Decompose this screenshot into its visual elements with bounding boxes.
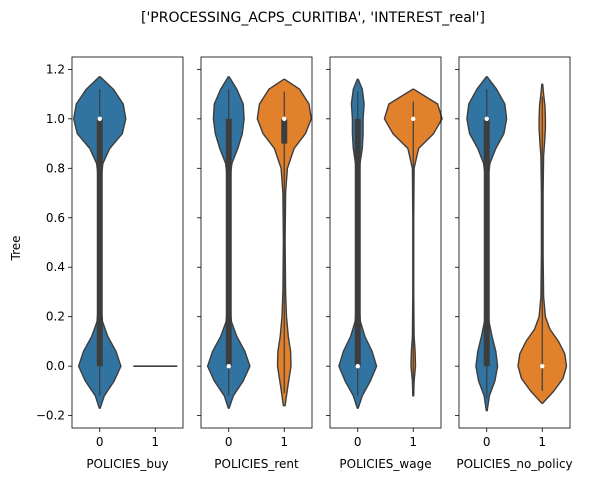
violin-median	[485, 117, 489, 121]
x-tick-label: 0	[225, 435, 233, 449]
y-tick-label: 0.8	[46, 161, 65, 175]
x-axis-label: POLICIES_buy	[86, 457, 168, 471]
violin-median	[356, 364, 360, 368]
violin-0	[208, 77, 250, 408]
violin-median	[540, 364, 544, 368]
x-tick-label: 0	[354, 435, 362, 449]
y-tick-label: 1.2	[46, 62, 65, 76]
y-tick-label: 0.6	[46, 211, 65, 225]
violin-0	[74, 77, 126, 408]
y-tick-label: 0.4	[46, 260, 65, 274]
panel-2: 0 1 POLICIES_rent	[197, 57, 312, 471]
x-tick-label: 1	[151, 435, 159, 449]
violin-0	[339, 79, 377, 408]
x-tick-label: 1	[409, 435, 417, 449]
y-tick-label: 0.2	[46, 310, 65, 324]
violin-0	[467, 77, 507, 411]
chart-title: ['PROCESSING_ACPS_CURITIBA', 'INTEREST_r…	[141, 10, 485, 26]
violin-1	[518, 84, 567, 403]
violin-box	[484, 119, 490, 366]
violin-1	[257, 79, 311, 405]
x-axis-label: POLICIES_rent	[214, 457, 299, 471]
violin-box	[281, 119, 287, 144]
x-tick-label: 0	[483, 435, 491, 449]
x-axis-label: POLICIES_no_policy	[456, 457, 572, 471]
violin-median	[98, 117, 102, 121]
violin-box	[97, 119, 103, 366]
panels: 1.2 1.0 0.8 0.6 0.4 0.2 0.0 −0.2 0 1 POLICIES_buy 0…	[36, 57, 573, 471]
y-axis-label: Tree	[9, 235, 23, 261]
y-tick-label: −0.2	[36, 409, 65, 423]
y-tick-label: 1.0	[46, 112, 65, 126]
y-tick-label: 0.0	[46, 359, 65, 373]
violin-box	[226, 119, 232, 366]
x-tick-label: 1	[538, 435, 546, 449]
violin-1	[384, 89, 442, 396]
violin-median	[411, 117, 415, 121]
panel-4: 0 1 POLICIES_no_policy	[455, 57, 573, 471]
violin-median	[282, 117, 286, 121]
violin-median	[227, 364, 231, 368]
x-axis-label: POLICIES_wage	[339, 457, 431, 471]
x-tick-label: 1	[280, 435, 288, 449]
panel-1: 1.2 1.0 0.8 0.6 0.4 0.2 0.0 −0.2 0 1 POLICIES_buy	[36, 57, 183, 471]
x-tick-label: 0	[96, 435, 104, 449]
panel-3: 0 1 POLICIES_wage	[326, 57, 442, 471]
violin-box	[355, 119, 361, 366]
